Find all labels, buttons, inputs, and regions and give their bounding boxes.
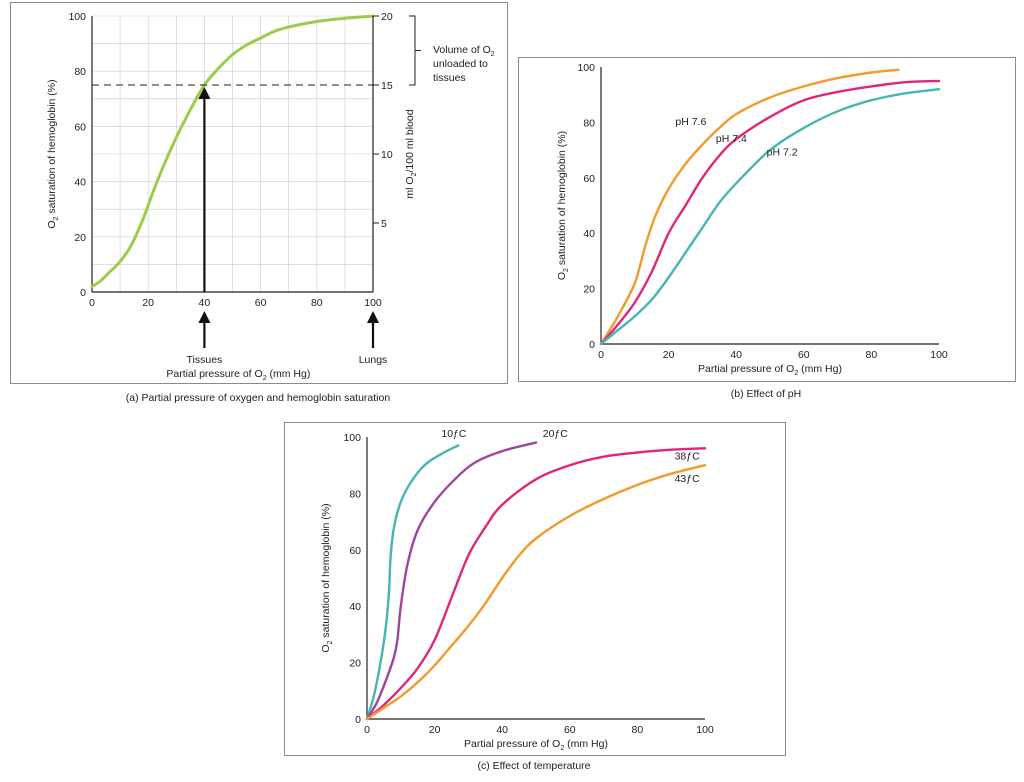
x-tick-label: 100 — [696, 724, 714, 736]
x-tick-label: 20 — [663, 349, 675, 361]
y-tick-label: 60 — [583, 173, 595, 185]
x-tick-label: 60 — [564, 724, 576, 736]
y-axis-label: O2 saturation of hemoglobin (%) — [46, 79, 60, 228]
series-line-2 — [365, 447, 707, 721]
volume-label-3: tissues — [433, 72, 466, 84]
y2-axis-label: ml O2/100 ml blood — [404, 109, 418, 198]
y-tick-label: 100 — [577, 62, 595, 74]
y-tick-label: 20 — [583, 284, 595, 296]
x-tick-label: 20 — [429, 724, 441, 736]
series-line-0 — [599, 68, 900, 346]
tissues-label: Tissues — [187, 354, 223, 366]
x-axis-label: Partial pressure of O2 (mm Hg) — [166, 368, 310, 382]
x-tick-label: 0 — [89, 297, 95, 309]
series-label: 38ƒC — [675, 451, 701, 463]
x-tick-label: 60 — [798, 349, 810, 361]
y-tick-label: 0 — [80, 287, 86, 299]
chart-a: 0 20 40 60 80 100 0 20 40 60 80 100 Partial pressure… — [46, 11, 495, 382]
y2-tick-label: 10 — [381, 149, 393, 161]
caption-a: (a) Partial pressure of oxygen and hemog… — [125, 392, 391, 404]
y-tick-label: 0 — [589, 339, 595, 351]
y-tick-label: 60 — [74, 121, 86, 133]
x-tick-label: 100 — [930, 349, 948, 361]
series-line-2 — [599, 88, 941, 346]
caption-c: (c) Effect of temperature — [477, 760, 591, 772]
y-tick-label: 80 — [349, 488, 361, 500]
chart-c: 0 20 40 60 80 100 0 20 40 60 80 100 10ƒC 20ƒC 38ƒC 43ƒC… — [320, 428, 714, 752]
y-tick-label: 20 — [349, 658, 361, 670]
panel-a: 0 20 40 60 80 100 0 20 40 60 80 100 Partial pressure… — [10, 2, 508, 384]
y-tick-label: 40 — [583, 228, 595, 240]
y-tick-label: 80 — [74, 66, 86, 78]
y-tick-label: 100 — [68, 11, 86, 23]
series-label: pH 7.6 — [675, 116, 706, 128]
arrow-tissues — [198, 311, 211, 348]
arrow-to-curve — [198, 87, 211, 292]
x-tick-label: 100 — [364, 297, 382, 309]
bracket — [409, 15, 416, 86]
x-tick-label: 80 — [632, 724, 644, 736]
y-tick-label: 0 — [355, 714, 361, 726]
x-tick-label: 40 — [730, 349, 742, 361]
x-axis-label: Partial pressure of O2 (mm Hg) — [698, 363, 842, 377]
series-label: 10ƒC — [441, 428, 467, 440]
panel-c: 0 20 40 60 80 100 0 20 40 60 80 100 10ƒC 20ƒC 38ƒC 43ƒC… — [284, 422, 786, 756]
series-label: pH 7.2 — [767, 147, 798, 159]
caption-b: (b) Effect of pH — [730, 388, 802, 400]
y-tick-label: 80 — [583, 117, 595, 129]
x-tick-label: 40 — [199, 297, 211, 309]
x-tick-label: 0 — [364, 724, 370, 736]
series-label: 20ƒC — [543, 428, 569, 440]
series-line-0 — [365, 444, 460, 721]
x-tick-label: 80 — [311, 297, 323, 309]
grid — [92, 15, 374, 292]
series-label: pH 7.4 — [716, 133, 747, 145]
chart-b: 0 20 40 60 80 100 0 20 40 60 80 100 pH 7.6 pH 7.4 pH 7… — [556, 62, 948, 377]
y-tick-label: 100 — [343, 432, 361, 444]
x-tick-label: 20 — [142, 297, 154, 309]
y-tick-label: 20 — [74, 232, 86, 244]
series-line-0 — [90, 14, 375, 288]
series-label: 43ƒC — [675, 473, 701, 485]
panel-b: 0 20 40 60 80 100 0 20 40 60 80 100 pH 7.6 pH 7.4 pH 7… — [518, 57, 1016, 382]
y-tick-label: 40 — [74, 177, 86, 189]
x-tick-label: 80 — [866, 349, 878, 361]
x-axis-label: Partial pressure of O2 (mm Hg) — [464, 738, 608, 752]
x-tick-label: 0 — [598, 349, 604, 361]
series-line-1 — [599, 79, 941, 346]
x-tick-label: 40 — [496, 724, 508, 736]
volume-label-1: Volume of O2 — [433, 44, 495, 58]
volume-label-2: unloaded to — [433, 58, 488, 70]
y2-tick-label: 15 — [381, 80, 393, 92]
y2-tick-label: 5 — [381, 218, 387, 230]
x-tick-label: 60 — [255, 297, 267, 309]
y-tick-label: 60 — [349, 545, 361, 557]
y2-tick-label: 20 — [381, 11, 393, 23]
y-axis-label: O2 saturation of hemoglobin (%) — [320, 503, 334, 652]
y-tick-label: 40 — [349, 601, 361, 613]
lungs-label: Lungs — [359, 354, 388, 366]
arrow-lungs — [367, 311, 379, 348]
series-line-1 — [365, 441, 538, 721]
y-axis-label: O2 saturation of hemoglobin (%) — [556, 131, 570, 280]
series-line-3 — [365, 464, 707, 721]
